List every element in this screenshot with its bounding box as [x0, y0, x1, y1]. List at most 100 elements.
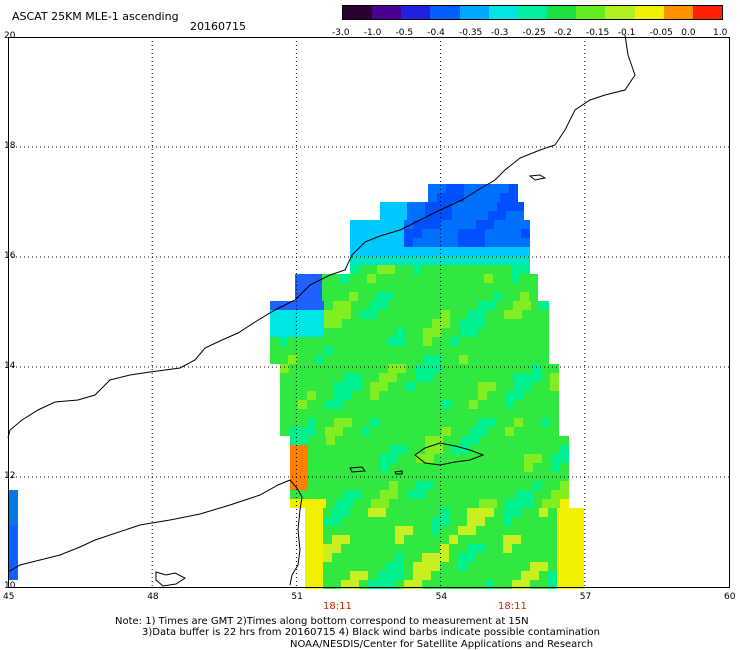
swath-cell	[477, 328, 486, 337]
swath-cell	[476, 571, 485, 580]
swath-cell	[279, 337, 288, 346]
swath-cell	[405, 337, 414, 346]
swath-cell	[423, 319, 432, 328]
swath-cell	[467, 256, 476, 265]
swath-cell	[323, 580, 332, 589]
swath-cell	[297, 310, 306, 319]
swath-cell	[314, 517, 323, 526]
swath-cell	[521, 256, 530, 265]
swath-cell	[332, 580, 341, 589]
swath-cell	[407, 463, 416, 472]
swath-cell	[404, 508, 413, 517]
swath-cell	[457, 274, 466, 283]
swath-cell	[560, 490, 569, 499]
swath-cell	[449, 571, 458, 580]
swath-cell	[533, 445, 542, 454]
swath-cell	[521, 535, 530, 544]
swath-cell	[460, 418, 469, 427]
swath-cell	[487, 373, 496, 382]
swath-cell	[541, 427, 550, 436]
swath-cell	[404, 517, 413, 526]
swath-cell	[522, 355, 531, 364]
swath-cell	[314, 580, 323, 589]
swath-cell	[396, 355, 405, 364]
swath-cell	[359, 517, 368, 526]
swath-cell	[350, 256, 359, 265]
swath-cell	[459, 328, 468, 337]
swath-cell	[503, 256, 512, 265]
swath-cell	[306, 310, 315, 319]
colorbar-segment	[634, 6, 664, 19]
swath-cell	[289, 409, 298, 418]
swath-cell	[344, 436, 353, 445]
swath-cell	[388, 400, 397, 409]
swath-cell	[485, 229, 494, 238]
swath-cell	[575, 526, 584, 535]
swath-cell	[468, 301, 477, 310]
swath-cell	[458, 535, 467, 544]
swath-cell	[432, 337, 441, 346]
swath-cell	[324, 346, 333, 355]
swath-cell	[441, 319, 450, 328]
swath-cell	[494, 580, 503, 589]
swath-cell	[378, 337, 387, 346]
swath-cell	[331, 274, 340, 283]
swath-cell	[550, 382, 559, 391]
swath-cell	[415, 373, 424, 382]
swath-cell	[566, 553, 575, 562]
swath-cell	[458, 517, 467, 526]
swath-cell	[280, 400, 289, 409]
swath-cell	[369, 355, 378, 364]
swath-cell	[412, 292, 421, 301]
swath-cell	[431, 580, 440, 589]
swath-cell	[479, 463, 488, 472]
swath-cell	[288, 346, 297, 355]
swath-cell	[369, 310, 378, 319]
swath-cell	[289, 418, 298, 427]
swath-cell	[315, 301, 324, 310]
swath-cell	[485, 553, 494, 562]
swath-cell	[407, 490, 416, 499]
swath-cell	[405, 328, 414, 337]
swath-cell	[333, 310, 342, 319]
swath-cell	[493, 283, 502, 292]
swath-cell	[341, 517, 350, 526]
swath-cell	[464, 184, 473, 193]
swath-cell	[478, 409, 487, 418]
y-tick-label: 10	[4, 581, 16, 591]
swath-cell	[370, 373, 379, 382]
swath-cell	[434, 202, 443, 211]
x-tick-label: 48	[147, 592, 159, 602]
y-tick-label: 20	[4, 31, 16, 41]
swath-cell	[434, 211, 443, 220]
swath-cell	[506, 202, 515, 211]
swath-cell	[491, 193, 500, 202]
swath-cell	[477, 319, 486, 328]
swath-cell	[477, 346, 486, 355]
swath-cell	[539, 535, 548, 544]
swath-cell	[325, 409, 334, 418]
swath-cell	[442, 418, 451, 427]
swath-cell	[522, 301, 531, 310]
swath-cell	[415, 409, 424, 418]
swath-cell	[479, 211, 488, 220]
swath-cell	[395, 229, 404, 238]
swath-cell	[341, 580, 350, 589]
swath-cell	[388, 373, 397, 382]
swath-cell	[326, 445, 335, 454]
y-tick-label: 14	[4, 361, 16, 371]
swath-cell	[414, 346, 423, 355]
swath-cell	[505, 418, 514, 427]
swath-cell	[422, 229, 431, 238]
swath-cell	[512, 265, 521, 274]
swath-cell	[416, 463, 425, 472]
swath-cell	[380, 463, 389, 472]
swath-cell	[475, 274, 484, 283]
swath-cell	[505, 409, 514, 418]
swath-cell	[387, 301, 396, 310]
swath-cell	[362, 499, 371, 508]
swath-cell	[343, 400, 352, 409]
swath-cell	[368, 220, 377, 229]
swath-cell	[503, 535, 512, 544]
swath-cell	[395, 265, 404, 274]
